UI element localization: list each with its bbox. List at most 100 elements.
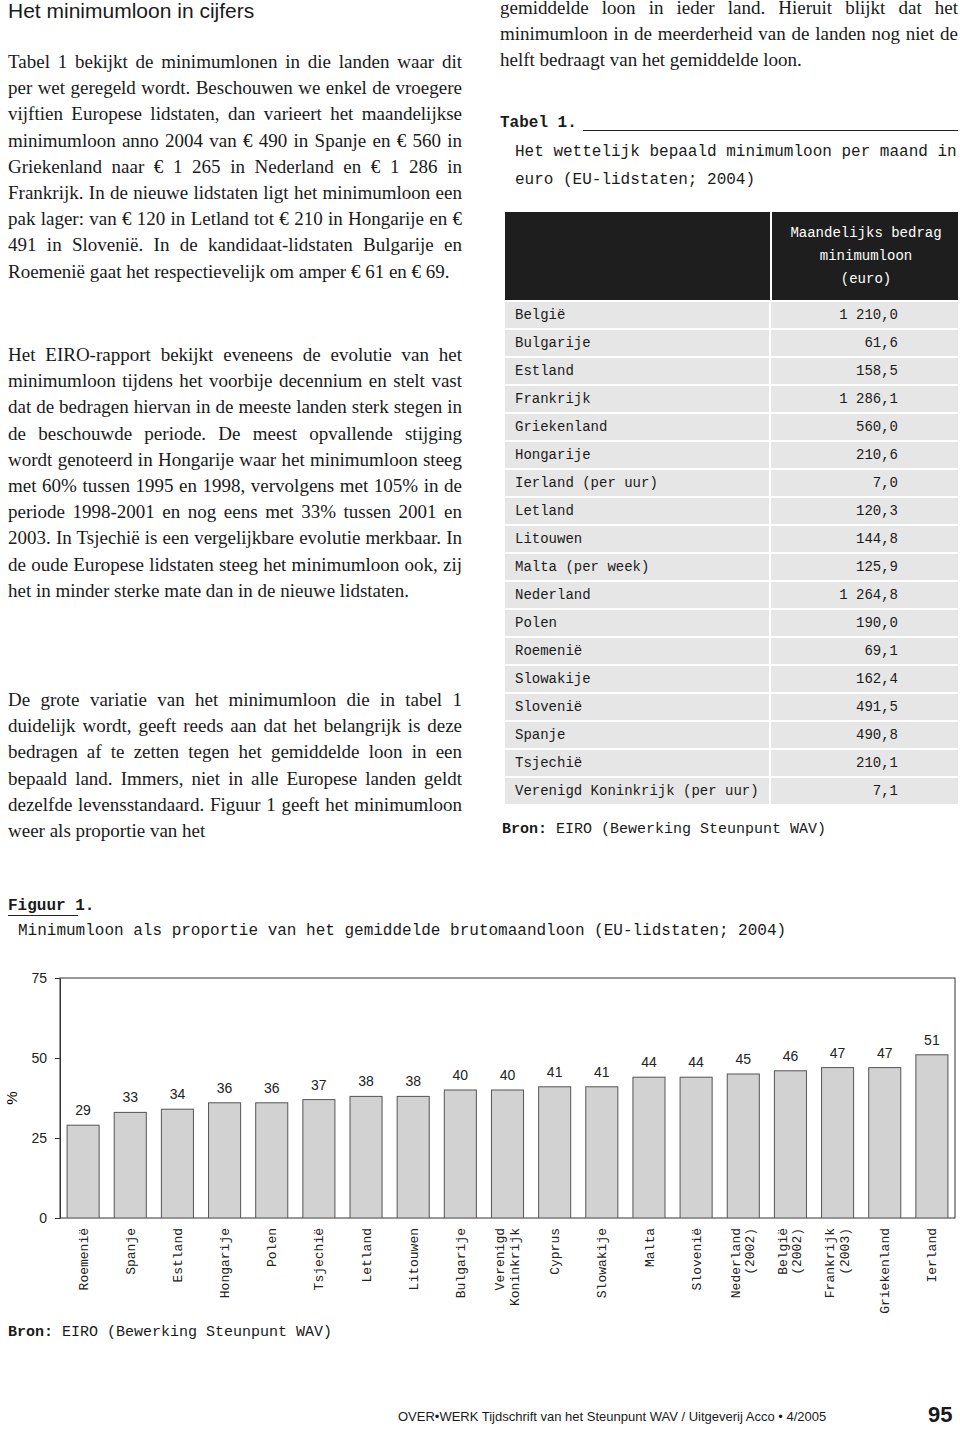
data-label: 34 — [170, 1086, 186, 1102]
rule — [583, 130, 958, 131]
data-label: 51 — [924, 1032, 940, 1048]
table-row: Tsjechië210,1 — [505, 749, 958, 777]
figure-source: Bron: EIRO (Bewerking Steunpunt WAV) — [8, 1324, 332, 1341]
tick-label: België(2002) — [776, 1228, 805, 1275]
table-row: Polen190,0 — [505, 609, 958, 637]
table-row: Bulgarije61,6 — [505, 329, 958, 357]
table-value: 162,4 — [770, 665, 958, 693]
data-label: 40 — [500, 1067, 516, 1083]
tick-label: VerenigdKoninkrijk — [493, 1228, 522, 1306]
tick-label: 25 — [31, 1130, 47, 1146]
bar — [114, 1112, 146, 1218]
table-country: België — [505, 301, 770, 329]
table-value: 158,5 — [770, 357, 958, 385]
tick-label: Litouwen — [407, 1228, 422, 1290]
table-row: Roemenië69,1 — [505, 637, 958, 665]
table-value: 144,8 — [770, 525, 958, 553]
data-label: 40 — [453, 1067, 469, 1083]
source-label: Bron: — [8, 1324, 53, 1341]
bar — [539, 1087, 571, 1218]
page-number: 95 — [928, 1402, 952, 1428]
figure-label: Figuur 1. — [8, 897, 94, 915]
table-country: Verenigd Koninkrijk (per uur) — [505, 777, 770, 804]
table-country: Slowakije — [505, 665, 770, 693]
bar — [256, 1103, 288, 1218]
table-value: 120,3 — [770, 497, 958, 525]
table-country: Slovenië — [505, 693, 770, 721]
table: Maandelijks bedragminimumloon(euro)Belgi… — [505, 212, 958, 804]
table-value: 190,0 — [770, 609, 958, 637]
table-value: 210,1 — [770, 749, 958, 777]
table-header-text: minimumloon — [820, 245, 912, 268]
data-label: 36 — [217, 1080, 233, 1096]
chart: 2933343636373838404041414444454647475102… — [0, 960, 960, 1340]
table-row: Litouwen144,8 — [505, 525, 958, 553]
tick-label: Bulgarije — [454, 1228, 469, 1298]
tick: 0 — [39, 1210, 60, 1226]
table-row: België1 210,0 — [505, 301, 958, 329]
data-label: 38 — [405, 1073, 421, 1089]
table-row: Slowakije162,4 — [505, 665, 958, 693]
table-body: België1 210,0Bulgarije61,6Estland158,5Fr… — [505, 300, 958, 804]
table-row: Spanje490,8 — [505, 721, 958, 749]
bar — [680, 1077, 712, 1218]
data-label: 46 — [783, 1048, 799, 1064]
bar — [444, 1090, 476, 1218]
data-label: 38 — [358, 1073, 374, 1089]
table-country: Polen — [505, 609, 770, 637]
table-header: Maandelijks bedragminimumloon(euro) — [505, 212, 958, 300]
table-row: Estland158,5 — [505, 357, 958, 385]
table-row: Malta (per week)125,9 — [505, 553, 958, 581]
table-value: 560,0 — [770, 413, 958, 441]
data-label: 44 — [641, 1054, 657, 1070]
bar — [303, 1100, 335, 1218]
table-country: Ierland (per uur) — [505, 469, 770, 497]
tick-label: Frankrijk(2003) — [823, 1228, 852, 1298]
x-axis: RoemeniëSpanjeEstlandHongarijePolenTsjec… — [77, 1228, 941, 1314]
table-value: 210,6 — [770, 441, 958, 469]
tick-label: Cyprus — [548, 1228, 563, 1275]
table-value: 69,1 — [770, 637, 958, 665]
tick-mark — [55, 1138, 60, 1139]
footer-journal: OVER•WERK Tijdschrift van het Steunpunt … — [398, 1409, 826, 1424]
heading: Het minimumloon in cijfers — [8, 0, 462, 24]
table-country: Roemenië — [505, 637, 770, 665]
bar — [586, 1087, 618, 1218]
source: EIRO (Bewerking Steunpunt WAV) — [556, 821, 826, 838]
table-country: Griekenland — [505, 413, 770, 441]
tick-label: 75 — [31, 970, 47, 986]
bar — [161, 1109, 193, 1218]
table-country: Spanje — [505, 721, 770, 749]
table-row: Slovenië491,5 — [505, 693, 958, 721]
tick: 25 — [31, 1130, 60, 1146]
table-country: Frankrijk — [505, 385, 770, 413]
table-value: 7,1 — [770, 777, 958, 804]
table-value: 61,6 — [770, 329, 958, 357]
tick-mark — [55, 1218, 60, 1219]
data-label: 45 — [735, 1051, 751, 1067]
bars — [67, 1055, 948, 1218]
table-value: 1 264,8 — [770, 581, 958, 609]
table-row: Nederland1 264,8 — [505, 581, 958, 609]
tick-label: Polen — [265, 1228, 280, 1267]
bar — [350, 1096, 382, 1218]
table-country: Estland — [505, 357, 770, 385]
table-country: Malta (per week) — [505, 553, 770, 581]
table-row: Letland120,3 — [505, 497, 958, 525]
data-label: 37 — [311, 1077, 327, 1093]
tick-label: Letland — [360, 1228, 375, 1283]
tick-label: Estland — [171, 1228, 186, 1283]
bar — [491, 1090, 523, 1218]
paragraph: Tabel 1 bekijkt de minimumlonen in die l… — [8, 49, 462, 285]
data-label: 47 — [877, 1045, 893, 1061]
bar — [633, 1077, 665, 1218]
table-country: Hongarije — [505, 441, 770, 469]
table-country: Bulgarije — [505, 329, 770, 357]
tick-label: Malta — [643, 1228, 658, 1267]
tick-label: Slowakije — [595, 1228, 610, 1298]
table-header-text: Maandelijks bedrag — [790, 222, 941, 245]
paragraph: gemiddelde loon in ieder land. Hieruit b… — [500, 0, 958, 74]
data-label: 41 — [594, 1064, 610, 1080]
tick-label: Spanje — [124, 1228, 139, 1275]
table-country: Nederland — [505, 581, 770, 609]
